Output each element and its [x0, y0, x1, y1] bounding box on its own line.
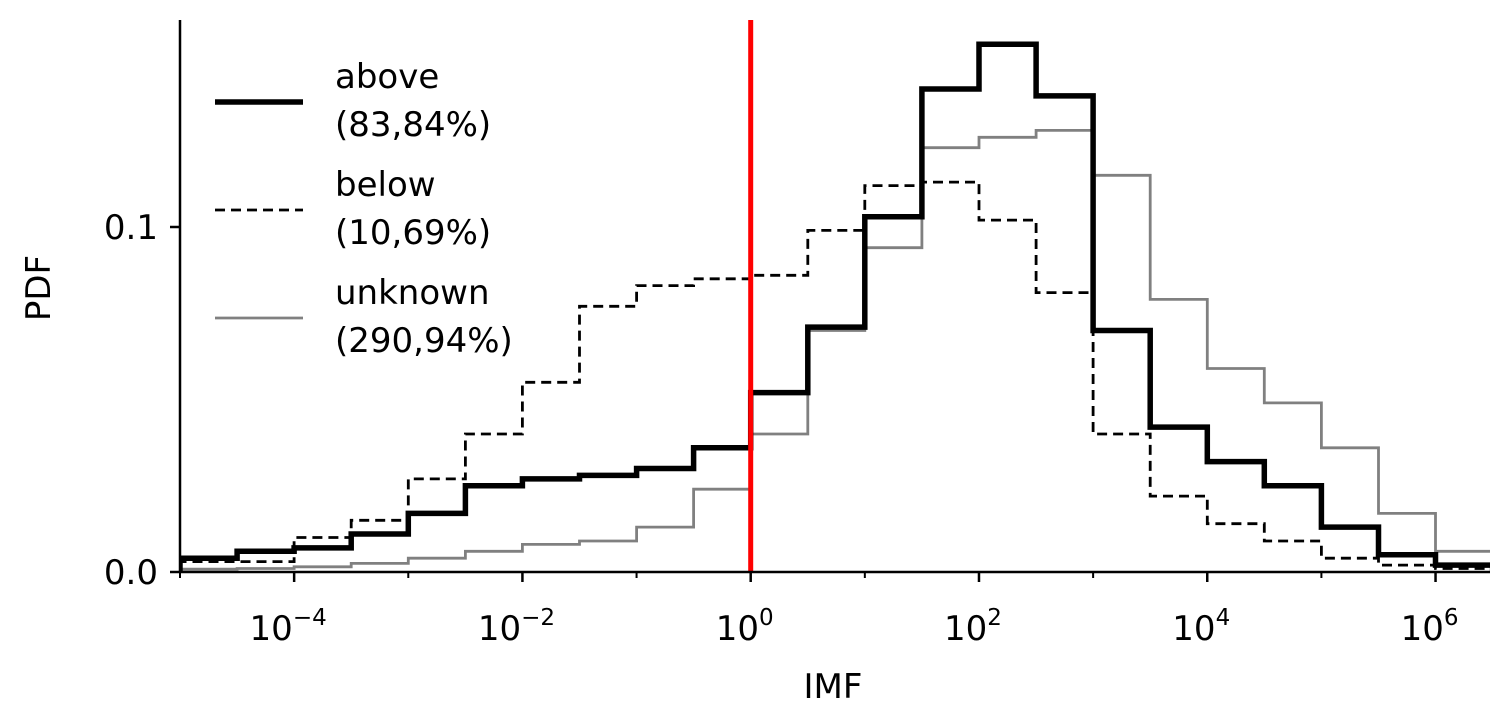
y-axis-title: PDF	[19, 255, 59, 321]
legend-label-unknown: unknown	[335, 273, 490, 313]
legend-count-above: (83,84%)	[335, 105, 491, 145]
legend-label-below: below	[335, 165, 436, 205]
x-tick-label: 102	[944, 605, 1002, 649]
legend: above (83,84%) below (10,69%) unknown (2…	[215, 57, 513, 361]
x-tick-label: 10−2	[478, 605, 555, 649]
series-below-step-line	[180, 180, 1490, 570]
x-tick-label: 106	[1401, 605, 1459, 649]
ticks: 10−4 10−2 100 102 104 106 0.0 0.1	[104, 208, 1459, 649]
legend-count-below: (10,69%)	[335, 213, 491, 253]
legend-label-above: above	[335, 57, 439, 97]
legend-count-unknown: (290,94%)	[335, 321, 513, 361]
series-above-step-line	[180, 41, 1490, 572]
y-tick-label: 0.1	[104, 208, 158, 248]
x-tick-label: 100	[716, 605, 774, 649]
x-tick-label: 10−4	[250, 605, 327, 649]
plot-area	[180, 20, 1490, 572]
y-tick-label: 0.0	[104, 553, 158, 593]
x-tick-label: 104	[1172, 605, 1230, 649]
axes	[178, 20, 1490, 574]
x-axis-title: IMF	[804, 667, 863, 707]
